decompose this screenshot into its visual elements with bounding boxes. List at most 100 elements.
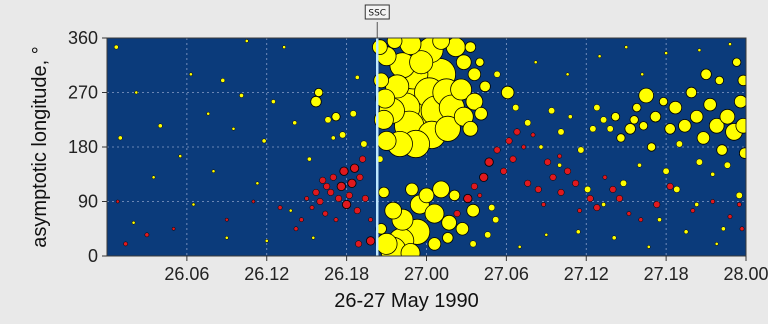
data-point-positive bbox=[441, 214, 457, 231]
data-point-negative bbox=[549, 173, 557, 181]
data-point-positive bbox=[632, 103, 642, 113]
data-point-negative bbox=[304, 196, 310, 201]
data-point-positive bbox=[716, 144, 728, 156]
data-point-positive bbox=[694, 202, 700, 207]
data-point-positive bbox=[239, 93, 244, 98]
data-point-positive bbox=[567, 114, 573, 120]
data-point-positive bbox=[557, 162, 562, 168]
data-point-positive bbox=[314, 87, 324, 98]
data-point-positive bbox=[597, 54, 602, 59]
data-point-negative bbox=[638, 217, 644, 223]
data-point-negative bbox=[333, 217, 339, 223]
data-point-positive bbox=[349, 110, 357, 118]
data-point-positive bbox=[548, 107, 556, 115]
data-point-positive bbox=[375, 88, 396, 109]
data-point-positive bbox=[466, 203, 480, 218]
data-point-positive bbox=[206, 111, 211, 116]
data-point-negative bbox=[557, 188, 565, 196]
data-point-positive bbox=[375, 232, 398, 255]
data-point-positive bbox=[593, 104, 601, 112]
data-point-positive bbox=[719, 108, 736, 125]
data-point-negative bbox=[586, 195, 594, 202]
data-point-negative bbox=[353, 207, 361, 215]
data-point-negative bbox=[123, 241, 128, 247]
data-point-positive bbox=[662, 167, 670, 175]
data-point-positive bbox=[255, 181, 260, 186]
data-point-positive bbox=[524, 119, 532, 127]
data-point-positive bbox=[400, 243, 421, 256]
data-point-positive bbox=[474, 106, 488, 121]
data-point-positive bbox=[331, 112, 341, 122]
data-point-negative bbox=[602, 174, 608, 180]
data-point-positive bbox=[640, 72, 645, 77]
data-point-negative bbox=[323, 182, 331, 190]
x-tick-label: 26.06 bbox=[164, 264, 209, 284]
data-point-positive bbox=[624, 123, 636, 135]
data-point-positive bbox=[409, 50, 434, 75]
data-point-positive bbox=[664, 123, 676, 135]
data-point-positive bbox=[575, 229, 581, 235]
data-point-positive bbox=[117, 135, 123, 141]
data-point-positive bbox=[606, 125, 614, 133]
data-point-positive bbox=[638, 87, 654, 104]
data-point-positive bbox=[658, 97, 669, 107]
data-point-negative bbox=[277, 205, 283, 210]
data-point-positive bbox=[668, 100, 683, 115]
data-point-positive bbox=[465, 92, 484, 111]
data-point-positive bbox=[734, 94, 746, 109]
data-point-positive bbox=[728, 42, 732, 46]
data-point-positive bbox=[224, 235, 229, 240]
data-point-negative bbox=[341, 199, 352, 210]
data-point-positive bbox=[616, 133, 626, 143]
data-point-positive bbox=[589, 125, 597, 133]
data-point-positive bbox=[405, 182, 419, 197]
data-point-negative bbox=[500, 167, 508, 175]
data-point-positive bbox=[739, 147, 746, 159]
data-point-negative bbox=[524, 179, 532, 187]
data-point-negative bbox=[144, 232, 150, 238]
data-point-positive bbox=[450, 78, 473, 101]
data-point-positive bbox=[330, 135, 336, 141]
data-point-positive bbox=[354, 75, 360, 80]
data-point-positive bbox=[657, 217, 662, 223]
data-point-positive bbox=[424, 203, 445, 224]
data-point-negative bbox=[736, 202, 742, 207]
data-point-negative bbox=[115, 199, 120, 204]
data-point-negative bbox=[513, 128, 521, 136]
data-point-positive bbox=[469, 240, 477, 248]
data-point-positive bbox=[696, 131, 711, 145]
data-point-positive bbox=[324, 116, 332, 124]
data-point-positive bbox=[157, 123, 163, 129]
data-point-negative bbox=[534, 185, 542, 193]
data-point-positive bbox=[723, 161, 731, 169]
data-point-negative bbox=[521, 144, 527, 150]
y-tick-label: 270 bbox=[68, 83, 98, 103]
data-point-positive bbox=[703, 97, 717, 112]
data-point-positive bbox=[690, 109, 704, 124]
data-point-positive bbox=[611, 235, 617, 241]
data-point-positive bbox=[735, 118, 746, 134]
data-point-positive bbox=[288, 208, 293, 213]
data-point-positive bbox=[479, 80, 491, 93]
data-point-positive bbox=[678, 119, 692, 133]
data-point-positive bbox=[512, 104, 520, 112]
data-point-negative bbox=[470, 182, 478, 190]
data-point-negative bbox=[327, 188, 335, 196]
data-point-negative bbox=[365, 236, 376, 246]
data-point-positive bbox=[282, 45, 286, 49]
data-point-positive bbox=[427, 237, 442, 251]
data-point-negative bbox=[309, 205, 315, 210]
data-point-negative bbox=[577, 208, 582, 213]
data-point-positive bbox=[467, 67, 482, 82]
data-point-positive bbox=[360, 140, 368, 148]
x-tick-label: 26.18 bbox=[324, 264, 369, 284]
data-point-negative bbox=[299, 217, 304, 223]
data-point-negative bbox=[564, 167, 572, 175]
x-tick-label: 27.06 bbox=[484, 264, 529, 284]
data-point-negative bbox=[349, 163, 360, 173]
data-point-positive bbox=[475, 57, 485, 67]
data-point-negative bbox=[347, 178, 357, 188]
data-point-positive bbox=[649, 110, 662, 123]
data-point-negative bbox=[509, 155, 517, 163]
data-point-positive bbox=[533, 60, 538, 65]
